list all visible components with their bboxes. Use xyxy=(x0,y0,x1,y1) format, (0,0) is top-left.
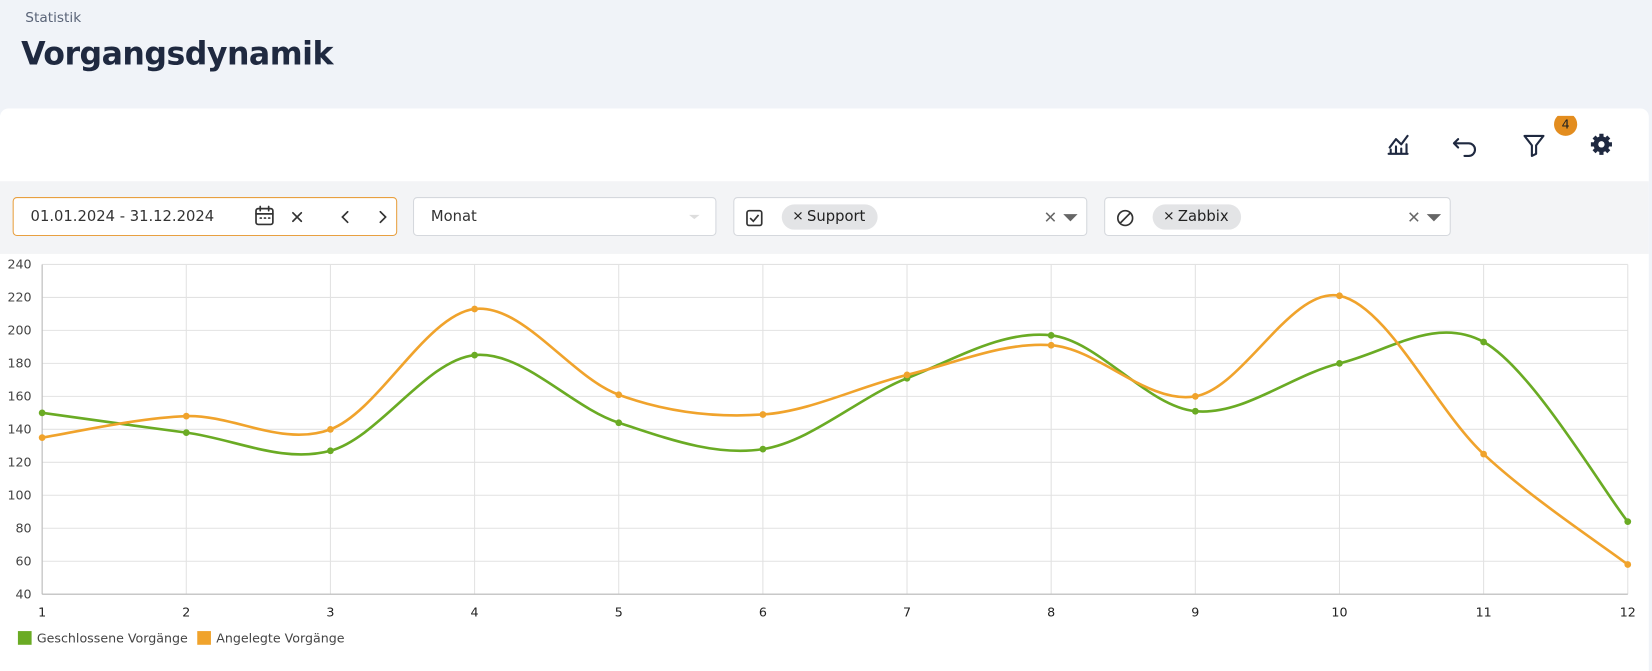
data-point xyxy=(615,419,623,427)
y-tick-label: 80 xyxy=(16,520,32,535)
data-point xyxy=(1336,360,1343,367)
data-point xyxy=(903,371,911,379)
date-range-input[interactable]: 01.01.2024 - 31.12.2024 xyxy=(12,197,398,236)
data-point xyxy=(1191,407,1199,415)
data-point xyxy=(759,445,767,453)
data-point xyxy=(1047,331,1055,339)
data-point xyxy=(327,425,334,433)
interval: Monat xyxy=(430,208,477,226)
x-tick-label: 9 xyxy=(1191,604,1199,619)
y-tick-label: 100 xyxy=(7,487,31,502)
y-tick-label: 180 xyxy=(7,356,31,371)
settings-icon[interactable] xyxy=(1590,133,1612,155)
data-point xyxy=(182,412,190,420)
filter-icon[interactable] xyxy=(1523,134,1545,157)
toolbar: 4 xyxy=(1387,115,1612,157)
data-point xyxy=(615,391,623,399)
data-point xyxy=(1047,341,1055,349)
chart-icon[interactable] xyxy=(1387,134,1409,155)
badge xyxy=(1554,115,1578,136)
x-tick-label: 5 xyxy=(615,604,623,619)
y-tick-label: 200 xyxy=(7,323,31,338)
legend-label: Angelegte Vorgänge xyxy=(216,631,345,646)
data-point xyxy=(1336,292,1343,300)
y-tick-label: 120 xyxy=(7,455,31,470)
x-tick-label: 2 xyxy=(182,604,190,619)
x-tick-label: 12 xyxy=(1620,604,1636,619)
data-point xyxy=(1191,392,1199,400)
exclude-tags[interactable]: Zabbix xyxy=(1104,197,1451,236)
y-tick-label: 220 xyxy=(7,290,31,305)
x-tick-label: 1 xyxy=(38,604,46,619)
y-tick-label: 40 xyxy=(16,586,32,601)
breadcrumb: Statistik xyxy=(25,10,82,27)
x-tick-label: 10 xyxy=(1331,604,1347,619)
data-point xyxy=(1624,518,1632,526)
x-tick-label: 6 xyxy=(759,604,767,619)
legend-swatch xyxy=(197,631,211,645)
data-point xyxy=(471,351,478,359)
data-point xyxy=(471,305,478,313)
undo-icon[interactable] xyxy=(1452,138,1477,157)
x-tick-label: 8 xyxy=(1047,604,1055,619)
data-point xyxy=(38,434,46,441)
data-point xyxy=(182,429,190,436)
date-controls xyxy=(255,205,387,226)
tag-chip[interactable]: Support xyxy=(781,204,878,230)
date-range: 01.01.2024 - 31.12.2024 xyxy=(30,208,215,226)
legend-label: Geschlossene Vorgänge xyxy=(37,631,188,646)
data-point xyxy=(1480,338,1487,346)
y-tick-label: 160 xyxy=(7,389,31,404)
page-title: Vorgangsdynamik xyxy=(21,35,333,73)
series-line xyxy=(41,331,1629,523)
x-tick-label: 7 xyxy=(903,604,911,619)
data-point xyxy=(759,411,767,418)
x-tick-label: 3 xyxy=(326,604,334,619)
y-tick-label: 140 xyxy=(7,422,31,437)
x-tick-label: 11 xyxy=(1476,604,1492,619)
interval-select[interactable]: Monat xyxy=(412,197,717,236)
data-point xyxy=(327,447,334,455)
legend-swatch xyxy=(17,631,32,645)
tag-chip[interactable]: Zabbix xyxy=(1152,204,1242,230)
include-tags[interactable]: Support xyxy=(733,197,1088,236)
x-tick-label: 4 xyxy=(471,604,479,619)
data-point xyxy=(1480,450,1487,458)
data-point xyxy=(1624,561,1632,568)
data-point xyxy=(38,409,46,417)
y-tick-label: 240 xyxy=(7,257,31,272)
badge-count: 4 xyxy=(1562,117,1570,132)
y-tick-label: 60 xyxy=(16,553,32,568)
